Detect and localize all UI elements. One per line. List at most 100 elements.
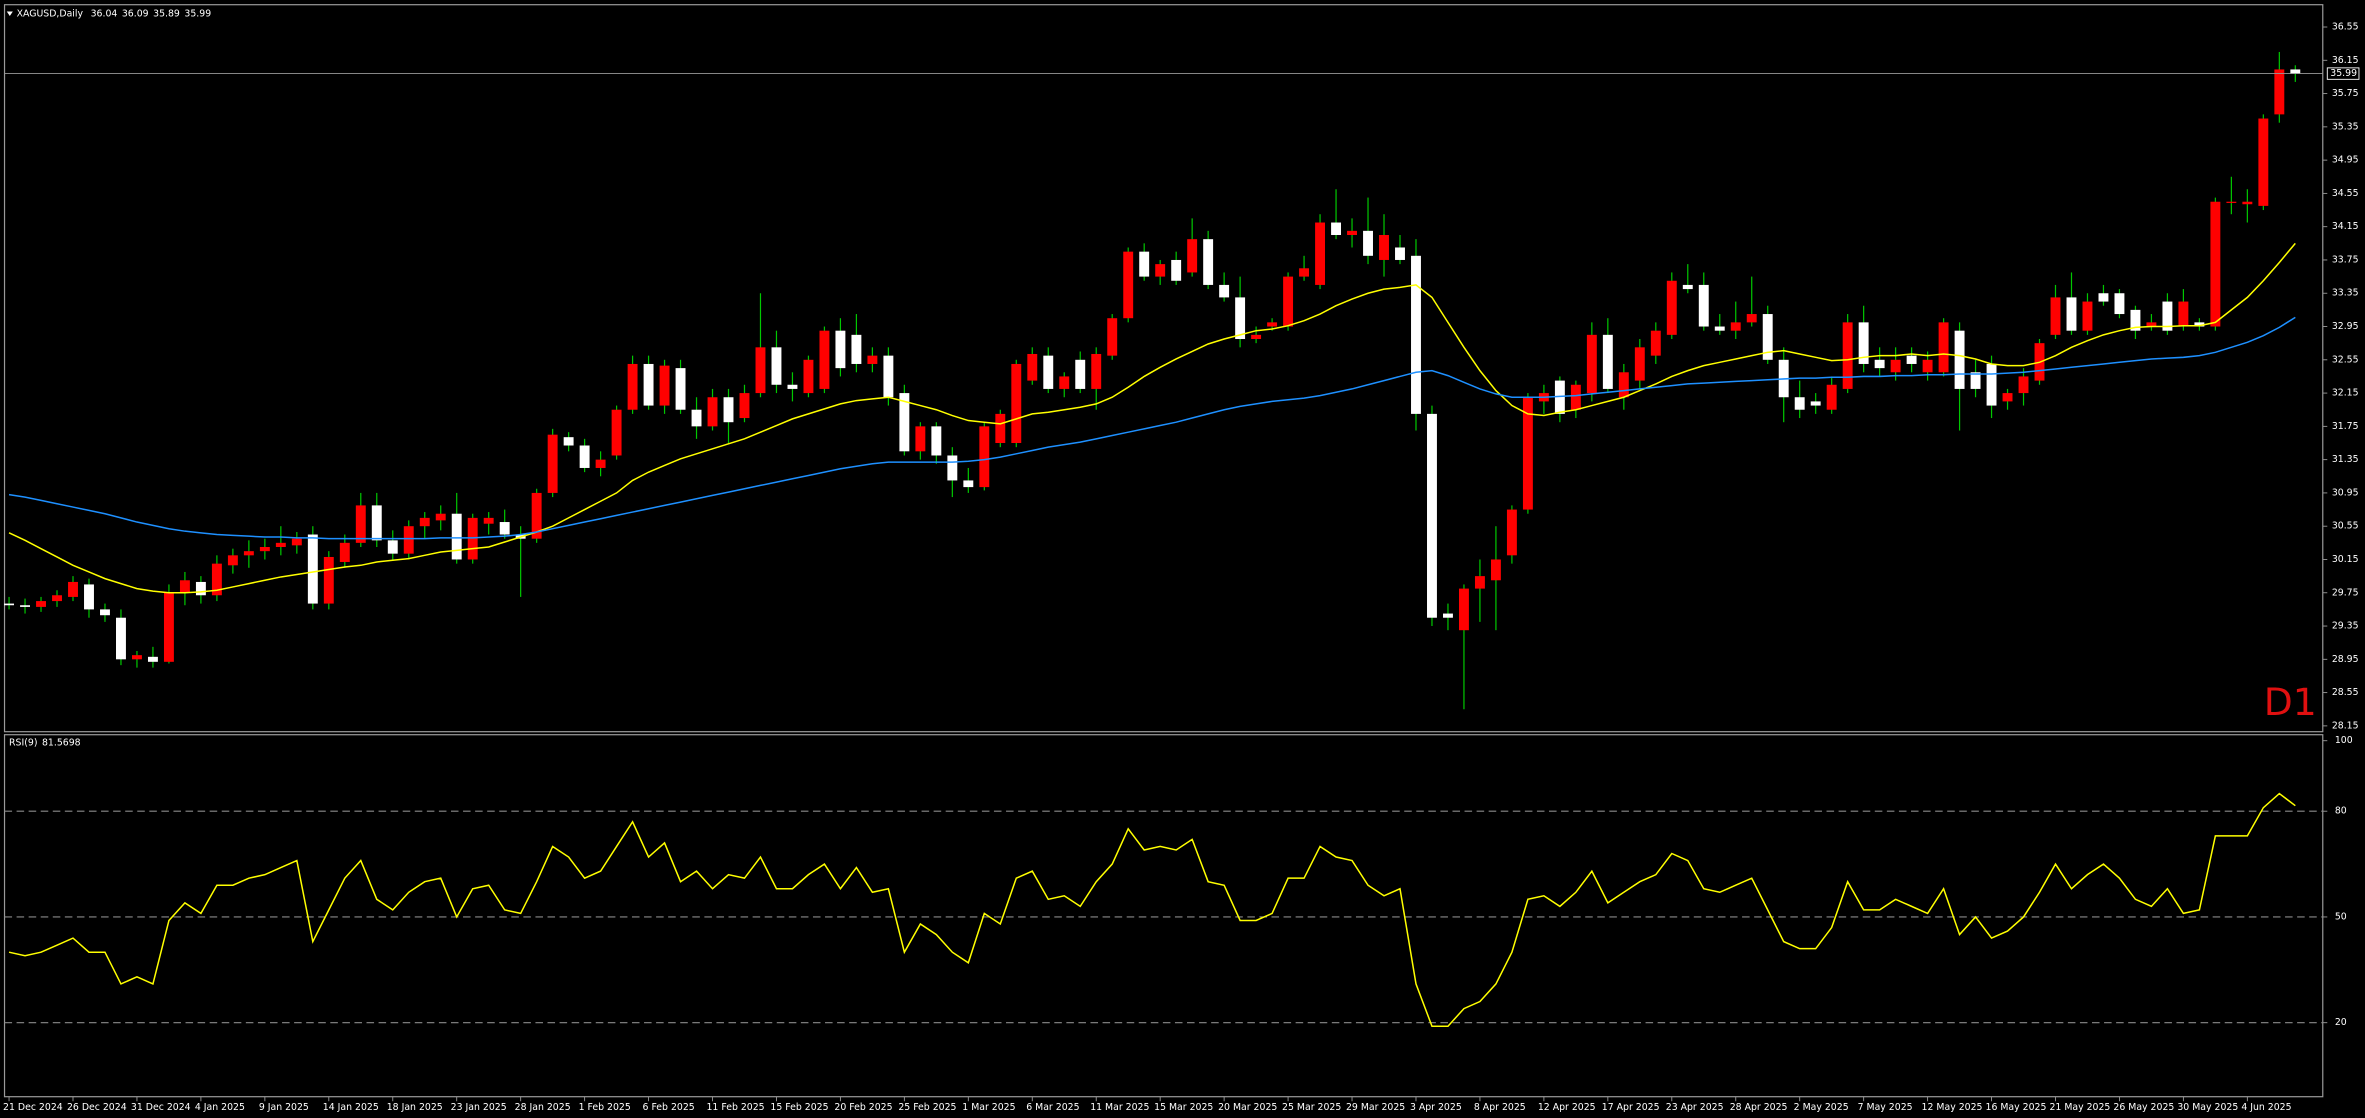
candle-body <box>2050 297 2061 335</box>
rsi-y-tick-label: 50 <box>2335 911 2347 922</box>
header-low: 35.89 <box>153 8 180 19</box>
y-tick-label: 28.55 <box>2332 687 2359 698</box>
candle-body <box>1506 509 1517 556</box>
y-tick-label: 28.95 <box>2332 654 2359 665</box>
candle-body <box>1570 384 1581 410</box>
x-tick-label: 11 Feb 2025 <box>706 1102 764 1113</box>
moving-average <box>8 316 2296 540</box>
candle-body <box>1890 359 1901 373</box>
x-tick-label: 29 Mar 2025 <box>1346 1102 1405 1113</box>
candle-body <box>1794 397 1805 410</box>
candle-body <box>323 556 334 604</box>
candle-body <box>2258 118 2269 206</box>
candle-body <box>1267 322 1278 327</box>
candle-body <box>1762 314 1773 360</box>
x-tick-label: 15 Feb 2025 <box>770 1102 828 1113</box>
candle-body <box>1251 334 1262 340</box>
x-tick-label: 26 Dec 2024 <box>67 1102 127 1113</box>
x-tick-label: 4 Jun 2025 <box>2241 1102 2291 1113</box>
candle-body <box>787 384 798 389</box>
candle-body <box>1123 251 1134 319</box>
candle-body <box>211 563 222 596</box>
x-tick-label: 7 May 2025 <box>1858 1102 1913 1113</box>
candle-body <box>1858 322 1869 364</box>
candle-body <box>1283 276 1294 327</box>
candle-body <box>1698 284 1709 327</box>
y-tick-label: 33.35 <box>2332 288 2359 299</box>
candle-body <box>2194 322 2205 327</box>
candle-body <box>1379 235 1389 260</box>
candle-body <box>1411 255 1421 414</box>
y-tick-label: 30.55 <box>2332 521 2359 532</box>
candle-body <box>1363 230 1373 256</box>
candle-body <box>483 517 494 524</box>
candle-body <box>1059 376 1070 389</box>
x-tick-label: 23 Jan 2025 <box>451 1102 507 1113</box>
candle-body <box>1954 330 1965 389</box>
y-tick-label: 30.15 <box>2332 554 2359 565</box>
y-tick-label: 34.55 <box>2332 188 2359 199</box>
x-tick-label: 28 Jan 2025 <box>515 1102 571 1113</box>
y-tick-label: 36.15 <box>2332 55 2359 66</box>
candle-body <box>627 363 638 410</box>
y-tick-label: 32.55 <box>2332 354 2359 365</box>
candle-body <box>1219 284 1230 298</box>
y-tick-label: 33.75 <box>2332 254 2359 265</box>
candle-body <box>100 609 110 616</box>
candle-body <box>1618 372 1629 398</box>
candle-body <box>403 526 414 554</box>
candle-body <box>835 330 846 369</box>
candle-body <box>499 522 510 535</box>
candle-body <box>563 437 574 446</box>
moving-average <box>8 242 2296 594</box>
x-tick-label: 1 Feb 2025 <box>579 1102 631 1113</box>
candle-body <box>2242 201 2253 205</box>
x-tick-label: 21 May 2025 <box>2049 1102 2110 1113</box>
candle-body <box>1427 413 1437 618</box>
x-tick-label: 6 Mar 2025 <box>1026 1102 1079 1113</box>
candle-body <box>1458 588 1469 631</box>
candle-body <box>2290 69 2301 74</box>
x-tick-label: 1 Mar 2025 <box>962 1102 1015 1113</box>
candle-body <box>275 542 286 547</box>
candle-body <box>2114 293 2125 315</box>
candle-body <box>243 551 254 556</box>
candle-body <box>1347 230 1357 236</box>
candle-body <box>36 601 46 607</box>
candle-body <box>1315 222 1326 285</box>
y-tick-label: 35.35 <box>2332 121 2359 132</box>
candle-body <box>1746 314 1757 323</box>
candle-body <box>1043 355 1054 389</box>
candle-body <box>1602 334 1613 389</box>
candle-body <box>2210 201 2221 327</box>
candle-body <box>307 534 318 604</box>
candle-body <box>116 617 126 660</box>
candle-body <box>355 505 366 543</box>
candle-body <box>643 363 654 406</box>
candle-body <box>1826 384 1837 410</box>
rsi-name: RSI(9) <box>9 737 37 748</box>
candle-body <box>339 542 350 562</box>
x-tick-label: 15 Mar 2025 <box>1154 1102 1213 1113</box>
y-tick-label: 34.95 <box>2332 155 2359 166</box>
candle-body <box>723 397 734 423</box>
x-tick-label: 3 Apr 2025 <box>1410 1102 1462 1113</box>
candle-body <box>1970 372 1981 389</box>
candle-body <box>851 334 862 364</box>
symbol: XAGUSD,Daily <box>17 8 84 19</box>
x-tick-label: 8 Apr 2025 <box>1474 1102 1526 1113</box>
x-tick-label: 2 May 2025 <box>1794 1102 1849 1113</box>
x-tick-label: 14 Jan 2025 <box>323 1102 379 1113</box>
candle-body <box>1938 322 1949 373</box>
candle-body <box>1171 259 1182 281</box>
candle-body <box>579 445 590 468</box>
price-panel-frame <box>3 4 2324 733</box>
candle-body <box>771 347 782 385</box>
x-tick-label: 30 May 2025 <box>2177 1102 2238 1113</box>
candle-body <box>2146 322 2157 327</box>
candle-body <box>867 355 878 364</box>
x-tick-label: 16 May 2025 <box>1986 1102 2047 1113</box>
candle-body <box>20 605 30 607</box>
candle-body <box>1730 322 1741 331</box>
